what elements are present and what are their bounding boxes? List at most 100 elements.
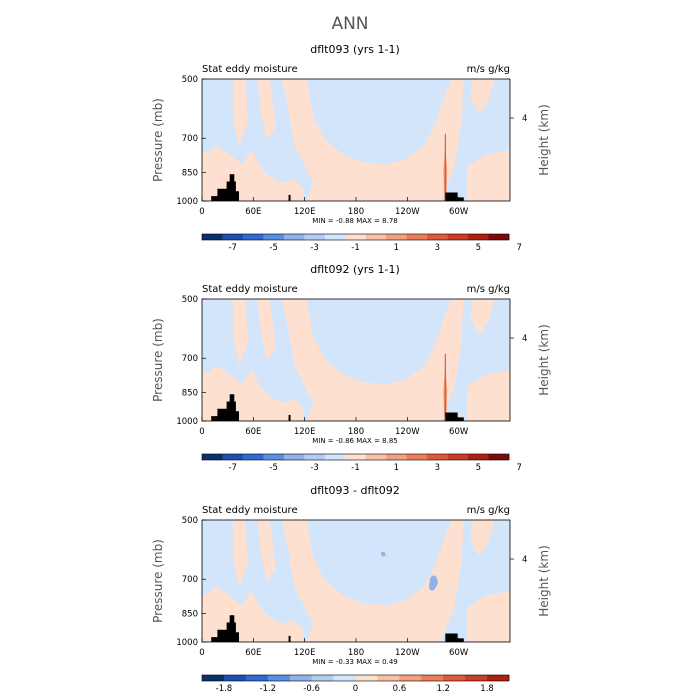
colorbar-swatch (289, 675, 312, 681)
colorbar-label: -7 (228, 463, 236, 473)
colorbar-label: 1.8 (480, 684, 494, 694)
y-tick-label: 1000 (176, 197, 198, 207)
colorbar-swatch (465, 675, 488, 681)
colorbar-label: -5 (269, 463, 277, 473)
colorbar-swatch (345, 234, 367, 240)
colorbar-swatch (242, 454, 264, 460)
y-tick-label: 700 (182, 354, 198, 364)
colorbar-swatch (427, 234, 448, 240)
colorbar-frame (201, 674, 510, 682)
colorbar-swatch (345, 454, 367, 460)
colorbar-swatch (468, 234, 489, 240)
x-tick-label: 60E (245, 207, 261, 217)
colorbar-label: -1.2 (259, 684, 276, 694)
y-tick-label: 1000 (176, 638, 198, 648)
y-axis-title: Pressure (mb) (151, 318, 165, 402)
colorbar-swatch (386, 454, 407, 460)
colorbar-label: 3 (435, 243, 440, 253)
colorbar-swatch (202, 454, 223, 460)
colorbar-swatch (202, 234, 223, 240)
y-tick-label: 700 (182, 575, 198, 585)
topography-andes (445, 192, 464, 201)
colorbar-swatch (488, 234, 510, 240)
x-tick-label: 180 (348, 427, 364, 437)
topography-islands (288, 194, 291, 201)
colorbar-label: 7 (517, 243, 522, 253)
colorbar-swatch (406, 454, 428, 460)
figure-title: ANN (331, 14, 368, 34)
colorbar-label: -1 (351, 243, 359, 253)
x-tick-label: 0 (199, 207, 204, 217)
topography-asia (211, 174, 239, 201)
colorbar-label: -1 (351, 463, 359, 473)
x-tick-label: 120W (395, 648, 420, 658)
y-tick-label: 850 (182, 168, 198, 178)
colorbar-swatch (386, 234, 407, 240)
colorbar-swatch (487, 675, 510, 681)
positive-region (470, 299, 495, 336)
colorbar-swatch (304, 234, 326, 240)
topography-andes (445, 633, 464, 642)
panel-title: dflt093 (yrs 1-1) (310, 43, 400, 56)
colorbar-label: 0.6 (393, 684, 407, 694)
x-tick-label: 120W (395, 207, 420, 217)
positive-region (282, 79, 464, 201)
positive-region (257, 79, 276, 140)
colorbar-swatch (377, 675, 400, 681)
colorbar-label: -7 (228, 243, 236, 253)
colorbar-swatch (202, 675, 225, 681)
topography-andes (445, 412, 464, 421)
colorbar-swatch (311, 675, 334, 681)
colorbar-swatch (488, 454, 510, 460)
colorbar-swatch (468, 454, 489, 460)
min-max-stats: MIN = -0.86 MAX = 8.85 (312, 437, 398, 445)
x-tick-label: 60W (449, 427, 469, 437)
colorbar-swatch (263, 234, 285, 240)
colorbar-swatch (223, 675, 247, 681)
min-max-stats: MIN = -0.33 MAX = 0.49 (312, 658, 398, 666)
colorbar-label: -3 (310, 463, 318, 473)
x-tick-label: 0 (199, 648, 204, 658)
colorbar-swatch (447, 454, 469, 460)
y-tick-label: 700 (182, 134, 198, 144)
x-tick-label: 60W (449, 648, 469, 658)
positive-region (470, 520, 495, 557)
y-tick-label: 1000 (176, 417, 198, 427)
positive-region (282, 299, 464, 421)
x-tick-label: 60E (245, 648, 261, 658)
topography-asia (211, 615, 239, 642)
colorbar-swatch (421, 675, 444, 681)
positive-region (466, 149, 510, 201)
colorbar-label: 5 (476, 463, 481, 473)
colorbar-label: 0 (353, 684, 358, 694)
colorbar-label: -5 (269, 243, 277, 253)
topography-islands (288, 414, 291, 421)
x-tick-label: 180 (348, 648, 364, 658)
colorbar-swatch (267, 675, 291, 681)
units-label: m/s g/kg (467, 284, 510, 295)
colorbar-swatch (283, 454, 305, 460)
topography-islands (288, 635, 291, 642)
y-axis-title-right: Height (km) (537, 324, 551, 395)
colorbar-swatch (222, 454, 244, 460)
colorbar-swatch (304, 454, 326, 460)
y-tick-label: 500 (182, 516, 198, 526)
field-label: Stat eddy moisture (202, 64, 298, 75)
colorbar-swatch (447, 234, 469, 240)
y-axis-title-right: Height (km) (537, 104, 551, 175)
y-tick-right-label: 4 (522, 114, 527, 124)
y-tick-label: 850 (182, 388, 198, 398)
positive-region (282, 520, 464, 642)
positive-region (232, 299, 249, 367)
colorbar-frame (201, 233, 510, 241)
colorbar-swatch (355, 675, 378, 681)
positive-region (470, 79, 495, 116)
panel-3: dflt093 - dflt092 Stat eddy moisture m/s g… (151, 484, 551, 694)
colorbar-swatch (443, 675, 466, 681)
positive-region (232, 79, 249, 147)
panel-1: dflt093 (yrs 1-1) Stat eddy moisture m/s g… (151, 43, 551, 253)
maximum-core (444, 133, 447, 201)
x-tick-label: 120E (294, 648, 316, 658)
units-label: m/s g/kg (467, 505, 510, 516)
colorbar-frame (201, 453, 510, 461)
